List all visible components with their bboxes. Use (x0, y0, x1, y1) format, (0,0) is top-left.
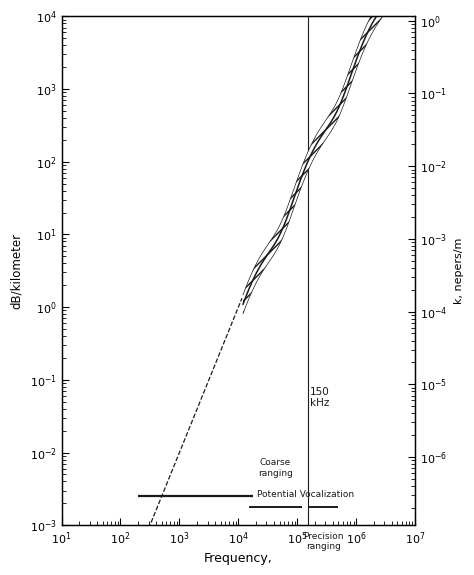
Text: 150
kHz: 150 kHz (310, 387, 329, 408)
X-axis label: Frequency,: Frequency, (204, 552, 273, 565)
Y-axis label: dB/kilometer: dB/kilometer (10, 233, 23, 309)
Text: Potential Vocalization: Potential Vocalization (257, 490, 354, 499)
Text: Coarse
ranging: Coarse ranging (258, 458, 293, 478)
Text: Precision
ranging: Precision ranging (303, 532, 343, 551)
Y-axis label: k, nepers/m: k, nepers/m (454, 237, 464, 304)
